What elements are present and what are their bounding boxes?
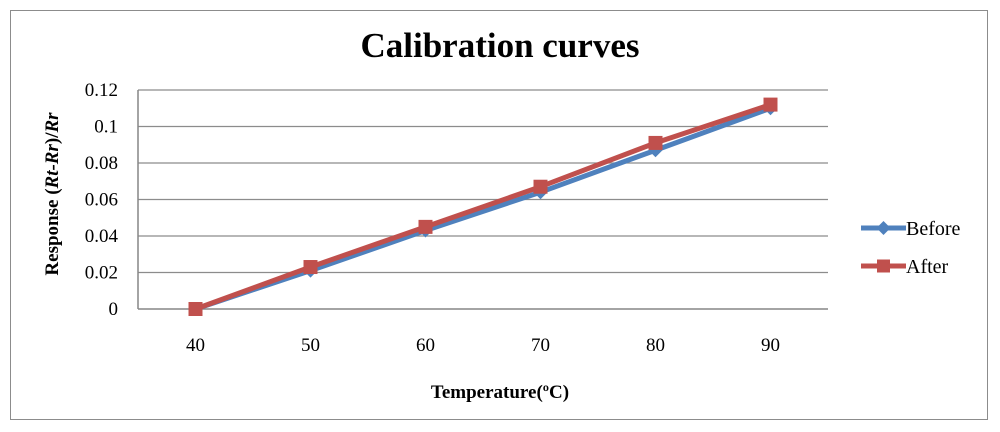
chart-frame (10, 10, 988, 420)
x-tick-label: 60 (416, 335, 435, 356)
y-tick-labels: 0 0.02 0.04 0.06 0.08 0.1 0.12 (85, 80, 119, 320)
legend-after-label: After (906, 256, 949, 278)
x-tick-label: 70 (531, 335, 550, 356)
y-axis-label: Response (Rt-Rr)/Rr (42, 112, 63, 276)
series-after-line (194, 102, 772, 312)
y-axis-label-part-2: Rt-Rr (42, 144, 63, 190)
data-point (648, 135, 663, 150)
x-tick-label: 90 (761, 335, 780, 356)
series-group (188, 97, 778, 316)
y-tick-label: 0.06 (85, 190, 118, 211)
legend-after-marker (877, 259, 890, 273)
x-tick-label: 40 (186, 335, 205, 356)
x-tick-label: 80 (646, 335, 665, 356)
series-before-line (194, 105, 772, 312)
y-tick-label: 0.12 (85, 80, 118, 101)
y-axis-label-part-1: Response ( (42, 188, 63, 275)
y-tick-label: 0.08 (85, 153, 118, 174)
x-axis-label: Temperature(ºC) (431, 382, 569, 403)
gridlines (137, 89, 828, 310)
data-point (763, 97, 778, 112)
data-point (533, 179, 548, 194)
legend-before-label: Before (906, 218, 961, 240)
data-point (188, 302, 203, 316)
data-point (303, 260, 318, 275)
y-axis-label-part-3: )/ (42, 132, 63, 144)
data-point (418, 219, 433, 234)
legend-item-after: After (861, 256, 949, 278)
legend-item-before: Before (861, 218, 961, 240)
legend: Before After (861, 218, 961, 278)
x-tick-labels: 40 50 60 70 80 90 (186, 335, 780, 356)
y-tick-label: 0.02 (85, 263, 118, 284)
legend-before-marker (876, 221, 891, 235)
y-axis-label-part-4: Rr (42, 112, 63, 134)
y-tick-label: 0.1 (94, 117, 118, 138)
y-tick-label: 0.04 (85, 226, 119, 247)
series-after (188, 97, 778, 316)
x-tick-label: 50 (301, 335, 320, 356)
y-tick-label: 0 (109, 299, 119, 320)
chart-title: Calibration curves (360, 26, 639, 65)
